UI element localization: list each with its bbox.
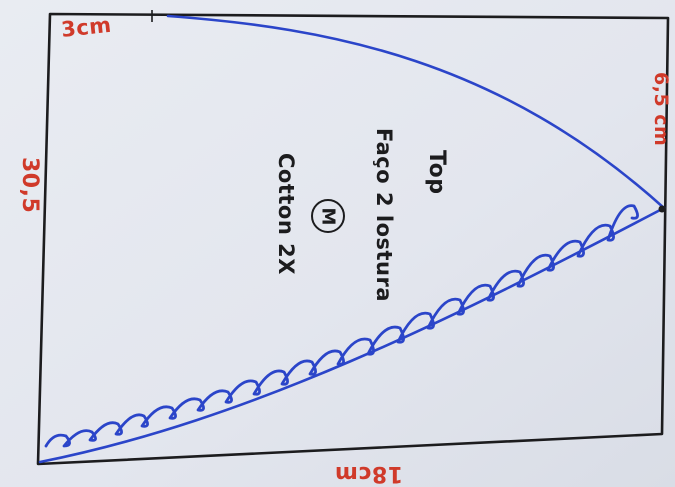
left-height-label: 30,5 bbox=[17, 157, 42, 214]
scalloped-edge-line bbox=[44, 204, 639, 448]
corner-point bbox=[658, 205, 666, 213]
size-badge-letter: M bbox=[317, 207, 339, 225]
note-piece-name: Top bbox=[424, 150, 449, 195]
note-instruction: Faço 2 lostura bbox=[372, 128, 396, 303]
pattern-outline-rectangle bbox=[36, 12, 670, 466]
upper-curve-line bbox=[166, 14, 666, 210]
note-fabric: Cotton 2X bbox=[274, 153, 298, 275]
right-height-label: 6,5 cm bbox=[650, 72, 672, 147]
lower-diagonal-line bbox=[38, 206, 666, 464]
size-badge: M bbox=[311, 199, 345, 233]
bottom-width-label: 18cm bbox=[334, 461, 403, 486]
